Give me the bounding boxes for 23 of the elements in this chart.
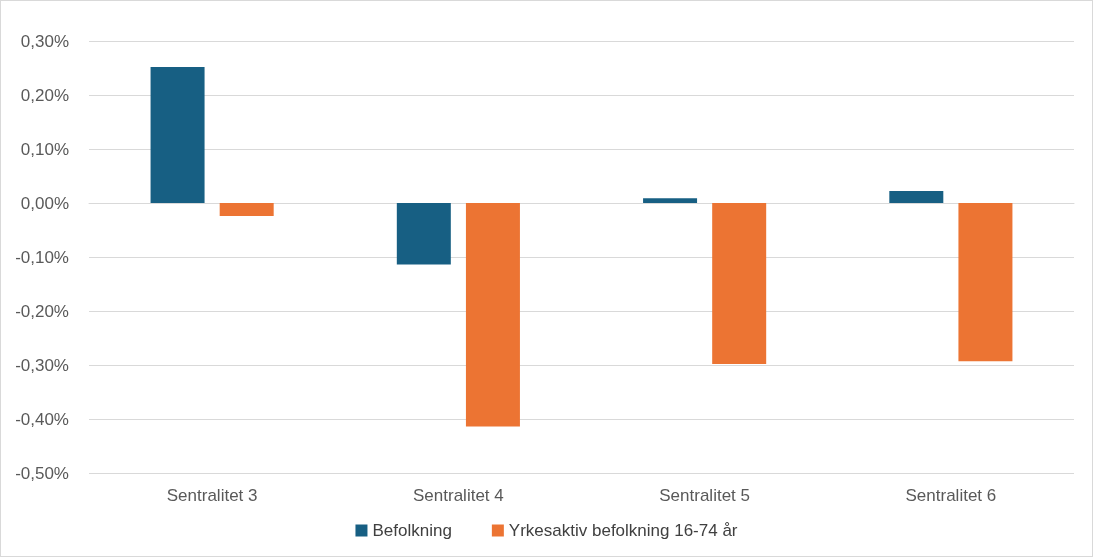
y-tick-label: -0,30% bbox=[15, 355, 69, 375]
y-tick-label: 0,00% bbox=[20, 193, 69, 213]
x-tick-label: Sentralitet 3 bbox=[166, 486, 258, 505]
y-tick-label: 0,30% bbox=[20, 31, 69, 51]
bar bbox=[465, 203, 520, 427]
y-tick-label: -0,40% bbox=[15, 409, 69, 429]
y-tick-label: 0,10% bbox=[20, 139, 69, 159]
bar bbox=[150, 66, 205, 203]
x-tick-label: Sentralitet 5 bbox=[659, 486, 750, 505]
x-tick-label: Sentralitet 4 bbox=[413, 486, 504, 505]
bar bbox=[643, 198, 698, 203]
x-tick-label: Sentralitet 6 bbox=[905, 486, 997, 505]
y-tick-label: -0,20% bbox=[15, 301, 69, 321]
y-tick-label: 0,20% bbox=[20, 85, 69, 105]
y-tick-label: -0,50% bbox=[15, 463, 69, 483]
bar bbox=[712, 203, 767, 364]
y-tick-label: -0,10% bbox=[15, 247, 69, 267]
legend-label: Befolkning bbox=[372, 521, 452, 540]
bar bbox=[219, 203, 274, 216]
bar bbox=[889, 191, 944, 203]
legend-label: Yrkesaktiv befolkning 16-74 år bbox=[508, 521, 738, 540]
bar bbox=[396, 203, 451, 265]
bar bbox=[958, 203, 1013, 362]
